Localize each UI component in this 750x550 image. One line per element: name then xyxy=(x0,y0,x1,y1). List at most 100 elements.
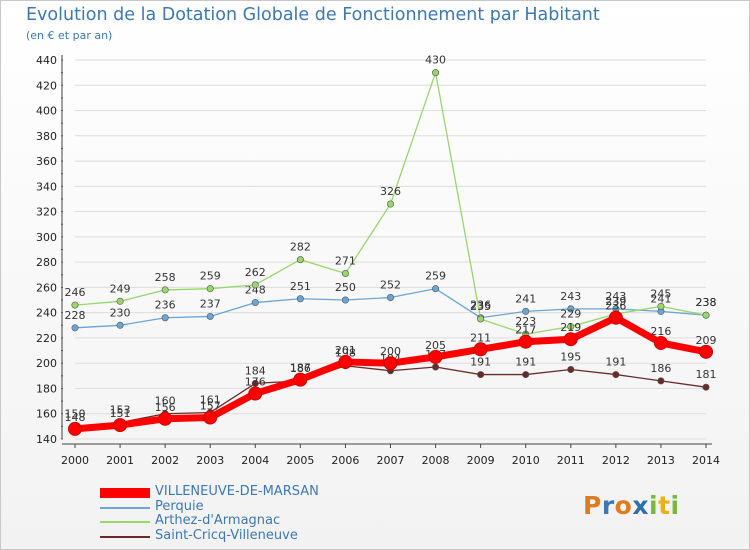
data-point xyxy=(522,307,530,315)
data-label: 239 xyxy=(605,295,626,308)
data-label: 230 xyxy=(110,306,131,319)
data-label: 252 xyxy=(380,279,401,292)
data-label: 241 xyxy=(650,292,671,305)
legend-swatch xyxy=(100,488,150,498)
data-point xyxy=(203,410,218,425)
x-tick-label: 2001 xyxy=(106,454,134,467)
y-tick-label: 340 xyxy=(36,180,57,193)
data-label: 282 xyxy=(290,241,311,254)
x-tick-label: 2002 xyxy=(151,454,179,467)
data-point xyxy=(473,342,488,357)
data-label: 238 xyxy=(696,296,717,309)
data-label: 259 xyxy=(200,270,221,283)
data-point xyxy=(293,372,308,387)
data-label: 161 xyxy=(200,393,221,406)
data-point xyxy=(248,386,263,401)
data-point xyxy=(386,294,394,302)
data-point xyxy=(657,377,665,385)
data-point xyxy=(161,286,169,294)
data-point xyxy=(338,354,353,369)
legend-label: Saint-Cricq-Villeneuve xyxy=(155,527,298,543)
data-point xyxy=(68,421,82,436)
data-label: 236 xyxy=(605,300,626,313)
data-point xyxy=(612,371,620,379)
data-label: 259 xyxy=(425,270,446,283)
data-point xyxy=(657,302,665,310)
data-point xyxy=(383,356,398,371)
y-tick-label: 220 xyxy=(36,332,57,345)
data-point xyxy=(206,312,214,320)
data-point xyxy=(608,310,623,325)
data-label: 228 xyxy=(65,309,86,322)
data-point xyxy=(116,297,124,305)
data-point xyxy=(428,349,443,364)
data-label: 186 xyxy=(290,362,311,375)
data-label: 238 xyxy=(696,296,717,309)
data-label: 216 xyxy=(650,325,671,338)
data-label: 186 xyxy=(650,362,671,375)
data-label: 248 xyxy=(245,284,266,297)
data-point xyxy=(71,301,79,309)
data-point xyxy=(432,363,440,371)
data-label: 271 xyxy=(335,255,356,268)
data-label: 250 xyxy=(335,281,356,294)
legend-swatch xyxy=(100,535,150,538)
data-label: 157 xyxy=(200,400,221,413)
data-point xyxy=(477,315,485,323)
data-point xyxy=(251,299,259,307)
data-label: 246 xyxy=(65,286,86,299)
data-label: 236 xyxy=(470,299,491,312)
y-tick-label: 320 xyxy=(36,206,57,219)
data-label: 184 xyxy=(245,364,266,377)
data-label: 209 xyxy=(696,334,717,347)
y-tick-label: 240 xyxy=(36,307,57,320)
data-label: 205 xyxy=(425,339,446,352)
x-tick-label: 2000 xyxy=(61,454,89,467)
data-point xyxy=(477,371,485,379)
legend-label: VILLENEUVE-DE-MARSAN xyxy=(155,484,319,499)
y-tick-label: 440 xyxy=(36,54,57,67)
y-tick-label: 260 xyxy=(36,281,57,294)
data-point xyxy=(113,418,128,433)
data-point xyxy=(71,324,79,332)
y-tick-label: 140 xyxy=(36,433,57,446)
data-label: 191 xyxy=(515,356,536,369)
data-point xyxy=(567,305,575,313)
data-label: 160 xyxy=(155,395,176,408)
data-label: 201 xyxy=(335,344,356,357)
x-tick-label: 2013 xyxy=(647,454,675,467)
data-label: 229 xyxy=(560,308,581,321)
y-tick-label: 420 xyxy=(36,79,57,92)
x-tick-label: 2006 xyxy=(331,454,359,467)
x-tick-label: 2014 xyxy=(692,454,720,467)
data-label: 191 xyxy=(605,356,626,369)
data-label: 326 xyxy=(380,185,401,198)
data-label: 262 xyxy=(245,266,266,279)
legend-swatch xyxy=(100,521,150,523)
x-tick-label: 2005 xyxy=(286,454,314,467)
data-label: 219 xyxy=(560,321,581,334)
y-tick-label: 200 xyxy=(36,357,57,370)
y-tick-label: 280 xyxy=(36,256,57,269)
data-label: 191 xyxy=(470,356,491,369)
data-label: 198 xyxy=(335,347,356,360)
legend-label: Perquie xyxy=(155,498,204,514)
data-label: 251 xyxy=(290,280,311,293)
y-tick-label: 300 xyxy=(36,231,57,244)
data-label: 258 xyxy=(155,271,176,284)
data-point xyxy=(161,314,169,322)
data-label: 181 xyxy=(696,368,717,381)
x-tick-label: 2012 xyxy=(602,454,630,467)
data-point xyxy=(386,200,394,208)
legend-label: Arthez-d'Armagnac xyxy=(155,513,281,528)
data-point xyxy=(563,332,578,347)
data-label: 243 xyxy=(560,290,581,303)
data-point xyxy=(432,285,440,293)
data-label: 241 xyxy=(515,292,536,305)
data-point xyxy=(702,311,710,319)
data-label: 156 xyxy=(155,401,176,414)
data-label: 153 xyxy=(110,404,131,417)
data-point xyxy=(158,411,173,426)
